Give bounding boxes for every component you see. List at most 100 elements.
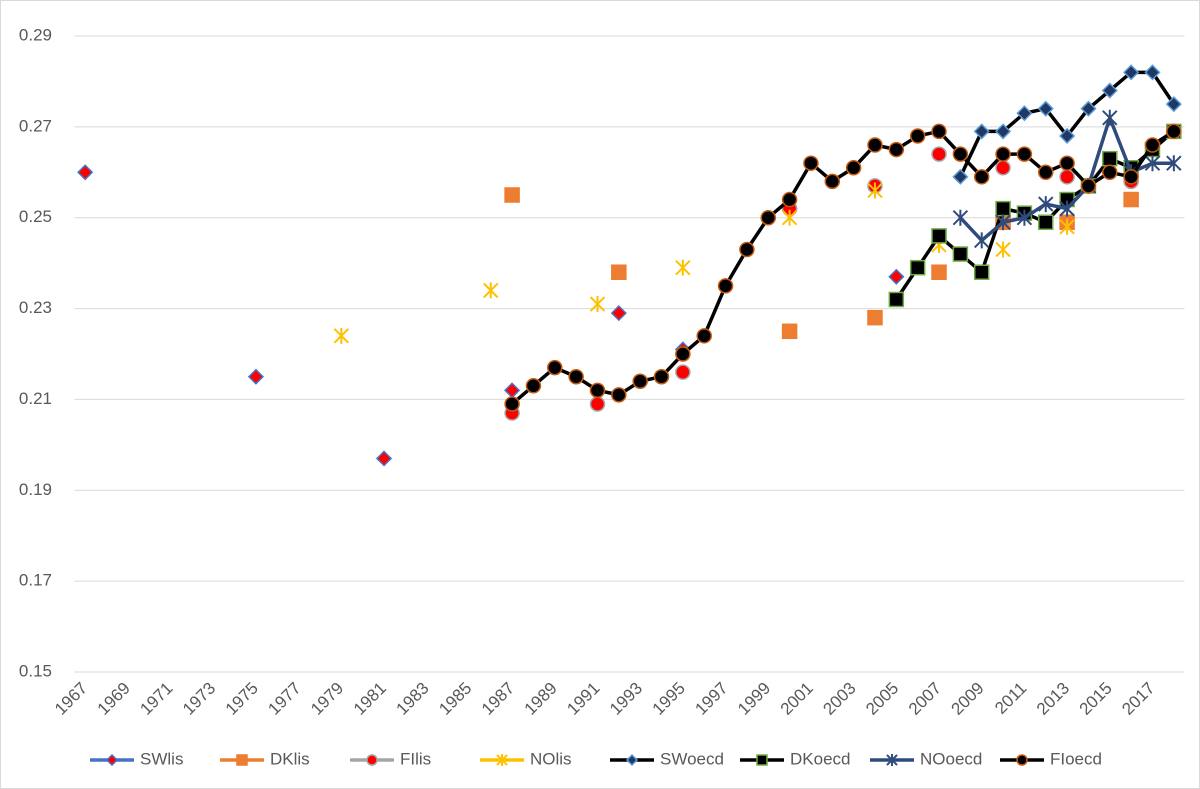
marker [247, 368, 265, 385]
legend-marker [886, 754, 898, 766]
marker [1016, 209, 1033, 226]
marker [952, 146, 969, 162]
marker [888, 141, 905, 158]
marker [1166, 123, 1182, 140]
marker [824, 173, 841, 190]
legend-marker [105, 753, 119, 767]
marker [867, 309, 883, 326]
marker [995, 241, 1011, 258]
marker [375, 450, 393, 467]
marker [1016, 105, 1033, 122]
marker [1038, 196, 1054, 213]
marker [589, 382, 606, 399]
y-tick-label: 0.15 [19, 661, 52, 680]
marker [739, 241, 755, 258]
marker [1102, 164, 1118, 181]
marker [504, 187, 520, 203]
marker [1038, 164, 1054, 181]
marker [1059, 127, 1076, 145]
marker [1144, 155, 1161, 172]
marker [1123, 191, 1139, 208]
marker [1123, 169, 1139, 185]
legend-label: FIoecd [1050, 749, 1102, 768]
marker [696, 328, 712, 344]
legend-item: SWlis [90, 749, 183, 768]
marker [952, 168, 969, 185]
marker [781, 323, 798, 340]
marker [931, 146, 947, 162]
y-tick-label: 0.19 [19, 480, 52, 499]
marker [675, 346, 691, 362]
marker [995, 200, 1011, 217]
marker [995, 214, 1011, 231]
marker [1102, 109, 1118, 126]
legend-label: SWlis [140, 749, 183, 768]
y-tick-label: 0.25 [19, 207, 52, 226]
marker [675, 259, 691, 276]
legend-marker [625, 753, 639, 767]
marker [1059, 155, 1075, 171]
marker [1059, 169, 1075, 185]
marker [995, 159, 1011, 176]
marker [803, 155, 819, 171]
legend-item: DKlis [220, 749, 310, 768]
marker [931, 123, 947, 140]
legend-label: NOlis [530, 749, 572, 768]
legend-label: NOoecd [920, 749, 982, 768]
legend-marker [236, 754, 248, 766]
marker [973, 123, 990, 140]
marker [760, 209, 776, 226]
marker [1016, 146, 1033, 162]
marker [333, 327, 350, 344]
marker [483, 282, 499, 299]
marker [1037, 100, 1054, 117]
marker [781, 191, 798, 208]
marker [931, 264, 947, 280]
marker [547, 359, 563, 376]
marker [888, 268, 905, 285]
legend-marker [1016, 754, 1028, 766]
marker [77, 164, 94, 181]
legend-marker [756, 754, 768, 766]
y-tick-label: 0.23 [19, 298, 52, 317]
marker [717, 278, 734, 294]
marker [1059, 200, 1075, 217]
legend-label: SWoecd [660, 749, 724, 768]
marker [1059, 218, 1075, 235]
marker [909, 128, 926, 144]
marker [1144, 64, 1161, 81]
marker [952, 246, 969, 262]
legend-label: DKlis [270, 749, 310, 768]
marker [974, 232, 990, 249]
y-tick-label: 0.17 [19, 571, 52, 590]
marker [632, 373, 648, 390]
marker [589, 296, 606, 313]
marker [973, 264, 990, 280]
marker [867, 182, 883, 199]
legend-marker [496, 754, 508, 766]
legend-item: DKoecd [740, 749, 850, 768]
marker [1101, 82, 1118, 99]
marker [1165, 96, 1182, 113]
marker [610, 305, 627, 322]
legend-item: FIoecd [1000, 749, 1102, 768]
marker [888, 291, 905, 308]
marker [675, 364, 691, 380]
marker [611, 264, 627, 280]
marker [909, 259, 926, 276]
marker [973, 169, 990, 185]
marker [994, 123, 1012, 140]
legend-label: DKoecd [790, 749, 850, 768]
y-tick-label: 0.29 [19, 25, 52, 44]
marker [781, 209, 798, 226]
marker [525, 378, 542, 394]
legend-item: SWoecd [610, 749, 724, 768]
marker [845, 159, 862, 176]
marker [568, 368, 584, 385]
marker [1144, 137, 1161, 153]
marker [1102, 150, 1118, 167]
legend-item: NOlis [480, 749, 572, 768]
marker [504, 396, 520, 412]
marker [611, 387, 627, 403]
